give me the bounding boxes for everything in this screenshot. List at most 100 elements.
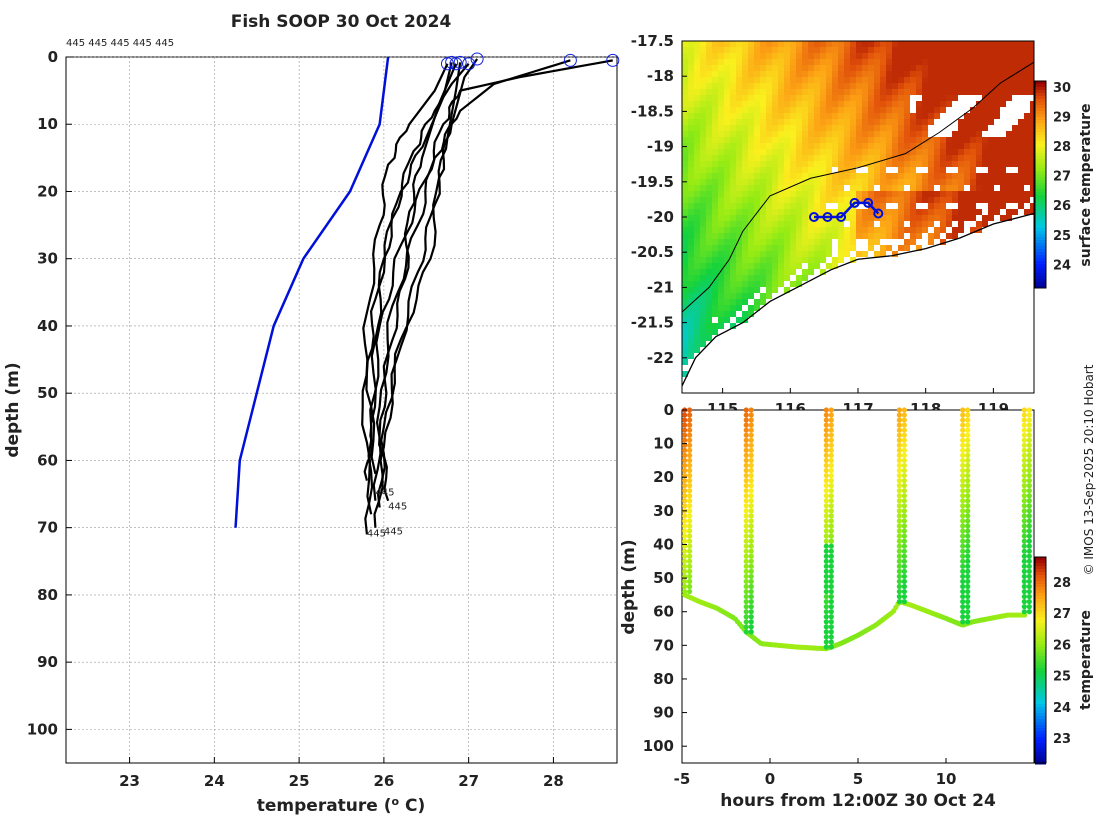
cast-sample-point [828, 543, 834, 549]
sst-cell [706, 89, 712, 95]
map-y-tick-label: -20 [647, 208, 674, 226]
y-tick-label: 30 [37, 250, 58, 268]
map-y-tick-label: -20.5 [631, 243, 674, 261]
sst-cell [1030, 107, 1034, 113]
sst-cell [700, 305, 706, 311]
sst-cell [748, 53, 754, 59]
map-colorbar-segment [1035, 195, 1046, 199]
map-colorbar-segment [1035, 207, 1046, 211]
cast-sample-point [823, 417, 829, 423]
sst-cell [820, 95, 826, 101]
sst-cell [712, 245, 718, 251]
sst-cell [874, 161, 880, 167]
sst-cell [688, 173, 694, 179]
sst-cell [712, 77, 718, 83]
sst-cell [1030, 179, 1034, 185]
map-chart: -17.5-18-18.5-19-19.5-20-20.5-21-21.5-22… [631, 32, 1094, 418]
cast-sample-point [823, 629, 829, 635]
timeseries-colorbar-label: temperature [1078, 610, 1094, 710]
sst-cell [790, 161, 796, 167]
sst-cell [958, 215, 964, 221]
ts-colorbar-segment [1035, 557, 1046, 561]
sst-cell [922, 137, 928, 143]
sst-cell [682, 239, 688, 245]
shelf-contour [682, 61, 1034, 313]
sst-cell [814, 245, 820, 251]
sst-cell [1000, 191, 1006, 197]
sst-cell [694, 347, 700, 353]
cast-sample-point [743, 553, 749, 559]
sst-cell [946, 65, 952, 71]
sst-cell [796, 257, 802, 263]
sst-cell [700, 131, 706, 137]
sst-cell [724, 305, 730, 311]
sst-cell [682, 359, 688, 365]
sst-cell [700, 143, 706, 149]
sst-cell [976, 41, 982, 47]
sst-cell [934, 203, 940, 209]
sst-cell [760, 269, 766, 275]
cast-sample-point [965, 472, 971, 479]
sst-cell [1006, 41, 1012, 47]
cast-sample-point [743, 513, 749, 519]
ts-colorbar-segment [1035, 647, 1046, 651]
sst-cell [706, 41, 712, 47]
sst-cell [898, 149, 904, 155]
sst-cell [1012, 83, 1018, 89]
sst-cell [988, 41, 994, 47]
sst-cell [724, 47, 730, 53]
sst-cell [754, 53, 760, 59]
sst-cell [688, 53, 694, 59]
sst-cell [796, 167, 802, 173]
sst-cell [736, 47, 742, 53]
sst-cell [916, 155, 922, 161]
sst-cell [790, 143, 796, 149]
sst-cell [826, 179, 832, 185]
sst-cell [700, 173, 706, 179]
map-colorbar-segment [1035, 261, 1046, 265]
sst-cell [850, 185, 856, 191]
sst-cell [904, 89, 910, 95]
y-tick-label: 80 [37, 586, 58, 604]
sst-cell [718, 41, 724, 47]
cast-sample-point [828, 639, 834, 645]
sst-cell [742, 281, 748, 287]
sst-cell [1024, 47, 1030, 53]
cast-sample-point [743, 483, 749, 489]
sst-cell [730, 95, 736, 101]
sst-cell [826, 161, 832, 167]
map-colorbar-segment [1035, 240, 1046, 244]
cast-sample-point [960, 518, 966, 524]
cast-sample-point [901, 503, 907, 509]
sst-cell [868, 53, 874, 59]
sst-cell [790, 215, 796, 221]
sst-cell [796, 221, 802, 227]
sst-cell [706, 71, 712, 77]
sst-cell [742, 173, 748, 179]
sst-cell [760, 167, 766, 173]
sst-cell [988, 47, 994, 53]
sst-cell [748, 101, 754, 107]
sst-cell [970, 161, 976, 167]
ts-colorbar-segment [1035, 725, 1046, 729]
sst-cell [892, 149, 898, 155]
sst-cell [700, 251, 706, 257]
sst-cell [754, 143, 760, 149]
sst-cell [928, 203, 934, 209]
sst-cell [724, 143, 730, 149]
sst-cell [970, 167, 976, 173]
sst-cell [706, 209, 712, 215]
sst-cell [706, 245, 712, 251]
sst-cell [760, 239, 766, 245]
cast-sample-point [896, 553, 902, 559]
sst-cell [868, 95, 874, 101]
sst-cell [688, 155, 694, 161]
sst-cell [808, 143, 814, 149]
sst-cell [880, 221, 886, 227]
sst-cell [862, 101, 868, 107]
cast-sample-point [960, 498, 966, 504]
sst-cell [754, 203, 760, 209]
ship-track [814, 201, 880, 219]
ts-colorbar-segment [1035, 581, 1046, 585]
